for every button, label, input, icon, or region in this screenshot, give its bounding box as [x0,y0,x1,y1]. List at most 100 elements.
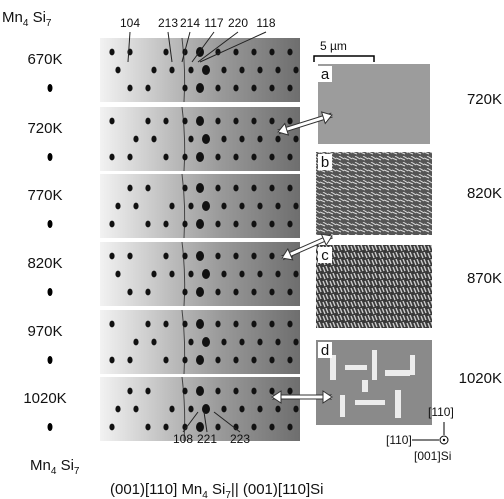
diffraction-spot [145,423,151,431]
diffraction-spot [293,338,299,346]
diffraction-spot [145,220,151,228]
diffraction-spot [239,66,245,74]
diffraction-spot [182,84,188,92]
diffraction-spot [163,356,169,364]
element: Si [61,457,74,474]
sem-image-c [316,245,432,328]
diffraction-spot [202,65,210,75]
diffraction-spot [275,270,281,278]
diffraction-spot [269,387,275,395]
diffraction-spot [233,252,239,260]
panel-letter-box [318,247,332,263]
diffraction-spot [196,355,204,365]
element: Mn [30,457,51,474]
diffraction-spot [233,84,239,92]
diffraction-spot [257,405,263,413]
diffraction-spot [127,387,133,395]
diffraction-spot [196,83,204,93]
diffraction-spot [127,356,133,364]
diffraction-spot [269,288,275,296]
diffraction-spot [109,252,115,260]
diffraction-spot [287,356,293,364]
index-label: 213 [158,16,178,30]
diffraction-spot [215,220,221,228]
diffraction-spot [215,320,221,328]
index-label: 104 [120,16,140,30]
sem-images [316,64,432,425]
reference-spot [47,153,53,161]
diffraction-spot [257,66,263,74]
diffraction-spot [269,184,275,192]
diffraction-spot [115,66,121,74]
diffraction-spot [221,135,227,143]
diffraction-spot [127,288,133,296]
diffraction-spot [182,356,188,364]
arrow-head [281,233,333,261]
diffraction-spot [257,338,263,346]
diffraction-spot [133,202,139,210]
panel-temperature: 820K [467,185,502,202]
diffraction-spot [151,338,157,346]
axis-left: [110] [386,433,412,447]
diffraction-spot [293,405,299,413]
diffraction-spot [145,288,151,296]
diffraction-spot [269,320,275,328]
diffraction-spot [196,386,204,396]
diffraction-spot [275,66,281,74]
diffraction-spot [127,84,133,92]
temperature-label: 720K [27,120,62,137]
index-label: 118 [256,16,275,30]
index-leader [213,411,241,433]
diffraction-spot [287,84,293,92]
diffraction-spot [151,270,157,278]
temperature-label: 770K [27,187,62,204]
diffraction-spot [269,252,275,260]
diffraction-spot [287,387,293,395]
text: || (001)[110]Si [231,481,324,498]
diffraction-spot [182,153,188,161]
diffraction-spot [239,270,245,278]
diffraction-spot [215,117,221,125]
diffraction-spot [257,202,263,210]
diffraction-spot [115,405,121,413]
kikuchi-line [181,37,186,103]
diffraction-spot [239,202,245,210]
diffraction-spot [151,135,157,143]
diffraction-spot [287,184,293,192]
sem-image-b [316,152,432,235]
index-leader [191,31,215,63]
diffraction-spot [287,423,293,431]
diffraction-spot [275,135,281,143]
diffraction-spot [127,153,133,161]
diffraction-spot [251,84,257,92]
diffraction-spot [133,135,139,143]
diffraction-spot [109,220,115,228]
diffraction-spot [188,338,194,346]
diffraction-spot [182,423,188,431]
diffraction-spot [202,269,210,279]
diffraction-spot [251,288,257,296]
diffraction-spot [233,184,239,192]
diffraction-spot [257,135,263,143]
diffraction-spot [145,387,151,395]
diffraction-spot [221,270,227,278]
diffraction-spot [145,84,151,92]
diffraction-spot [127,184,133,192]
diffraction-spot [109,117,115,125]
index-leader [127,31,131,63]
diffraction-spot [196,219,204,229]
reference-spot [47,288,53,296]
diffraction-spot [269,117,275,125]
diffraction-spot [269,48,275,56]
diffraction-spot [215,288,221,296]
diffraction-spot [269,84,275,92]
diffraction-spot [202,201,210,211]
diffraction-spot [287,48,293,56]
arrow-head [277,111,333,136]
diffraction-spot [188,202,194,210]
diffraction-spot [215,387,221,395]
diffraction-spot [196,116,204,126]
diffraction-spot [163,320,169,328]
diffraction-spot [169,202,175,210]
diffraction-spot [109,153,115,161]
